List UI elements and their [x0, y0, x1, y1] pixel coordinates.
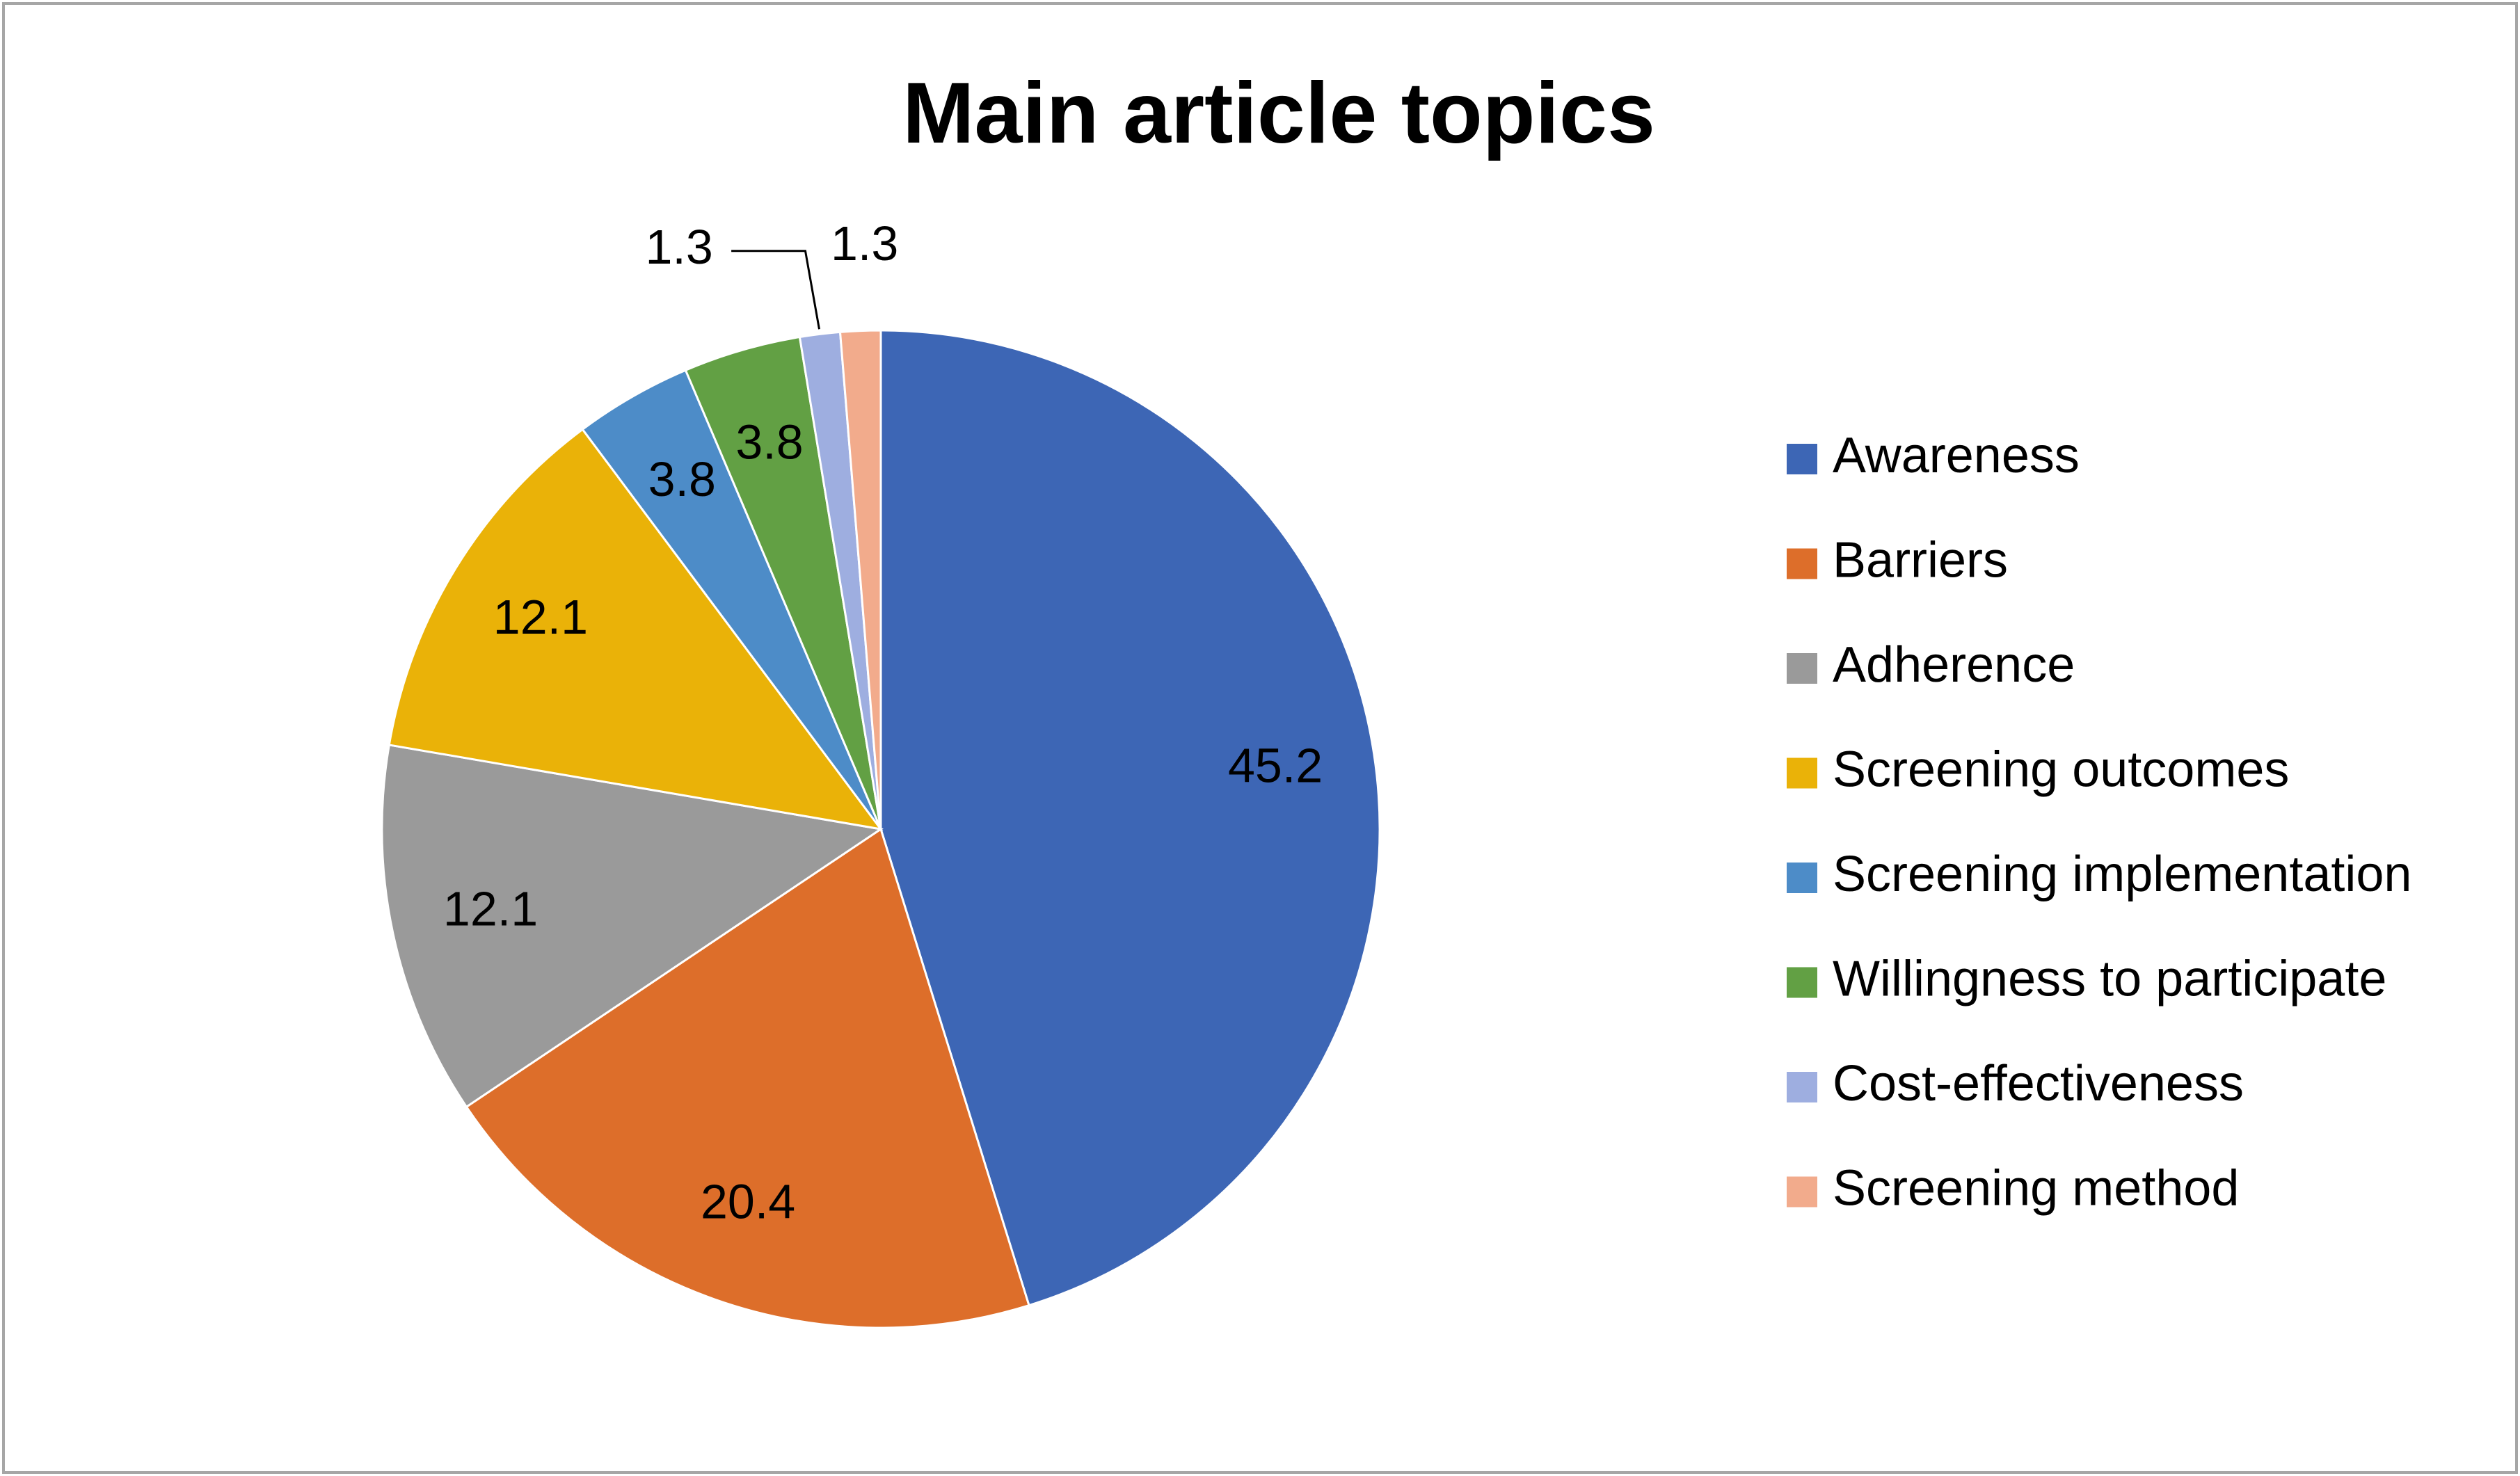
legend-swatch [1787, 863, 1817, 893]
pie-slice [879, 329, 1381, 1307]
pie-slice [465, 827, 1030, 1329]
legend-label: Barriers [1833, 533, 2008, 588]
legend-swatch [1787, 967, 1817, 998]
data-label: 3.8 [648, 452, 716, 506]
legend-label: Willingness to participate [1833, 952, 2386, 1007]
data-label: 12.1 [443, 881, 538, 936]
legend-label: Screening method [1833, 1161, 2239, 1217]
legend-swatch [1787, 1176, 1817, 1208]
legend-swatch [1787, 548, 1817, 579]
legend-label: Cost-effectiveness [1833, 1056, 2244, 1112]
legend-swatch [1787, 1072, 1817, 1102]
leader-line [731, 250, 820, 330]
chart-title: Main article topics [902, 65, 1655, 161]
pie-slice [381, 744, 884, 1109]
legend-label: Awareness [1833, 428, 2080, 483]
pie-slice [388, 428, 884, 831]
legend-label: Adherence [1833, 637, 2075, 693]
legend-swatch [1787, 444, 1817, 474]
data-label: 1.3 [831, 216, 898, 271]
legend-label: Screening implementation [1833, 847, 2411, 902]
data-label: 12.1 [493, 590, 588, 644]
legend-label: Screening outcomes [1833, 742, 2289, 798]
legend-swatch [1787, 757, 1817, 789]
data-label: 1.3 [645, 220, 712, 274]
data-label: 20.4 [701, 1174, 795, 1228]
pie-slice [838, 329, 882, 830]
data-label: 3.8 [735, 415, 803, 470]
data-label: 45.2 [1228, 738, 1323, 792]
legend-swatch [1787, 653, 1817, 684]
